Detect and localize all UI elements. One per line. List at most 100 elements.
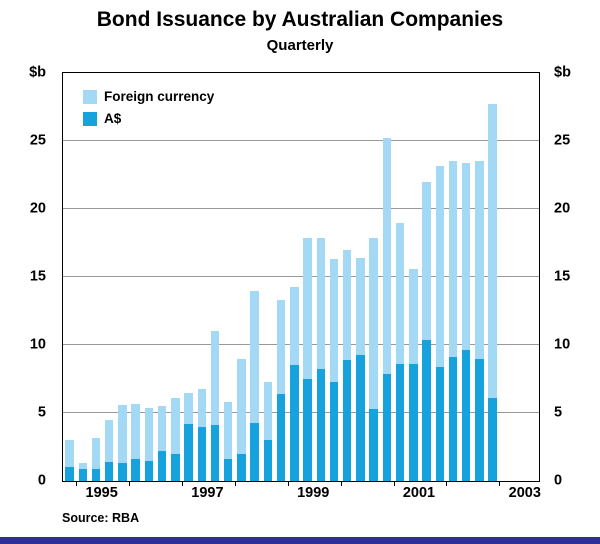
segment-aud xyxy=(462,350,471,481)
gridline-10 xyxy=(63,344,539,346)
segment-foreign-currency xyxy=(91,437,101,469)
x-axis-labels: 1995 1997 1999 2001 2003 xyxy=(62,485,541,503)
aud-swatch-icon xyxy=(83,111,97,126)
bar-1999-q4 xyxy=(329,73,339,481)
bar-1995-q3 xyxy=(105,73,114,481)
segment-foreign-currency xyxy=(382,138,392,374)
segment-foreign-currency xyxy=(65,440,74,468)
x-tick-year-boundary xyxy=(340,481,342,486)
foreign-currency-swatch-icon xyxy=(83,89,97,104)
segment-foreign-currency xyxy=(356,257,365,355)
gridline-5 xyxy=(63,412,539,414)
bar-1995-q4 xyxy=(118,73,127,481)
segment-foreign-currency xyxy=(303,237,312,379)
segment-foreign-currency xyxy=(276,300,286,394)
segment-aud xyxy=(369,408,378,481)
segment-aud xyxy=(290,365,299,481)
segment-foreign-currency xyxy=(448,161,458,358)
gridlines xyxy=(63,73,539,481)
segment-aud xyxy=(224,459,233,481)
segment-foreign-currency xyxy=(395,222,405,365)
y-tick-15: 15 xyxy=(554,267,571,284)
x-label-1995: 1995 xyxy=(85,485,118,501)
x-tick-year-boundary xyxy=(499,481,501,486)
segment-foreign-currency xyxy=(118,404,127,464)
footer-bar xyxy=(0,537,600,544)
segment-aud xyxy=(343,359,352,481)
bar-2000-q4 xyxy=(382,73,392,481)
bar-1998-q3 xyxy=(263,73,273,481)
bar-1996-q2 xyxy=(144,73,154,481)
segment-aud xyxy=(78,468,88,481)
y-tick-5: 5 xyxy=(37,403,46,420)
legend-item-aud: A$ xyxy=(83,111,214,126)
segment-aud xyxy=(448,357,458,481)
bar-2001-q2 xyxy=(409,73,418,481)
legend-label-foreign-currency: Foreign currency xyxy=(104,89,215,104)
bar-1995-q2 xyxy=(91,73,101,481)
legend: Foreign currency A$ xyxy=(83,89,214,133)
bar-2000-q2 xyxy=(356,73,365,481)
segment-aud xyxy=(250,422,259,481)
y-tick-0: 0 xyxy=(554,471,563,488)
segment-foreign-currency xyxy=(369,237,378,409)
segment-foreign-currency xyxy=(316,237,326,370)
x-label-2003: 2003 xyxy=(508,485,541,501)
bar-1996-q1 xyxy=(131,73,140,481)
segment-foreign-currency xyxy=(290,286,299,366)
bar-1998-q1 xyxy=(237,73,246,481)
segment-aud xyxy=(409,364,418,481)
bar-2002-q2 xyxy=(462,73,471,481)
bar-2001-q4 xyxy=(435,73,445,481)
segment-foreign-currency xyxy=(197,388,207,427)
segment-foreign-currency xyxy=(131,403,140,460)
bar-1997-q4 xyxy=(224,73,233,481)
segment-foreign-currency xyxy=(78,463,88,469)
y-axis-right: 0 5 10 15 20 25 $b xyxy=(546,65,600,487)
segment-foreign-currency xyxy=(105,419,114,462)
x-tick-year-boundary xyxy=(182,481,183,486)
segment-aud xyxy=(276,393,286,481)
gridline-25 xyxy=(63,140,539,141)
bar-1998-q2 xyxy=(250,73,259,481)
segment-aud xyxy=(382,373,392,481)
x-axis-ticks xyxy=(63,73,539,486)
segment-aud xyxy=(131,459,140,481)
segment-foreign-currency xyxy=(409,268,418,365)
x-label-1999: 1999 xyxy=(297,485,330,501)
y-axis-unit: $b xyxy=(554,63,571,80)
segment-aud xyxy=(329,381,339,481)
gridline-15 xyxy=(63,276,539,277)
bar-1996-q4 xyxy=(171,73,180,481)
segment-aud xyxy=(91,468,101,481)
segment-aud xyxy=(263,440,273,481)
segment-foreign-currency xyxy=(184,392,193,424)
segment-foreign-currency xyxy=(475,161,484,359)
segment-foreign-currency xyxy=(263,381,273,441)
bar-1997-q3 xyxy=(210,73,220,481)
segment-foreign-currency xyxy=(435,165,445,367)
bar-1999-q2 xyxy=(303,73,312,481)
y-tick-20: 20 xyxy=(29,199,46,216)
y-tick-25: 25 xyxy=(29,131,46,148)
segment-aud xyxy=(422,339,431,481)
bar-2002-q1 xyxy=(448,73,458,481)
segment-aud xyxy=(475,358,484,481)
segment-aud xyxy=(210,425,220,481)
x-tick-year-boundary xyxy=(446,481,448,486)
legend-label-aud: A$ xyxy=(104,111,122,126)
bar-1999-q3 xyxy=(316,73,326,481)
segment-aud xyxy=(488,398,497,481)
bar-2002-q3 xyxy=(475,73,484,481)
segment-foreign-currency xyxy=(329,259,339,382)
segment-foreign-currency xyxy=(488,104,497,399)
bar-1995-q1 xyxy=(78,73,88,481)
segment-foreign-currency xyxy=(171,398,180,454)
chart-plot: Foreign currency A$ xyxy=(62,72,540,486)
bar-1996-q3 xyxy=(157,73,167,481)
segment-aud xyxy=(303,379,312,481)
bar-2000-q3 xyxy=(369,73,378,481)
segment-foreign-currency xyxy=(250,290,259,423)
bar-2000-q1 xyxy=(343,73,352,481)
segment-aud xyxy=(435,366,445,481)
